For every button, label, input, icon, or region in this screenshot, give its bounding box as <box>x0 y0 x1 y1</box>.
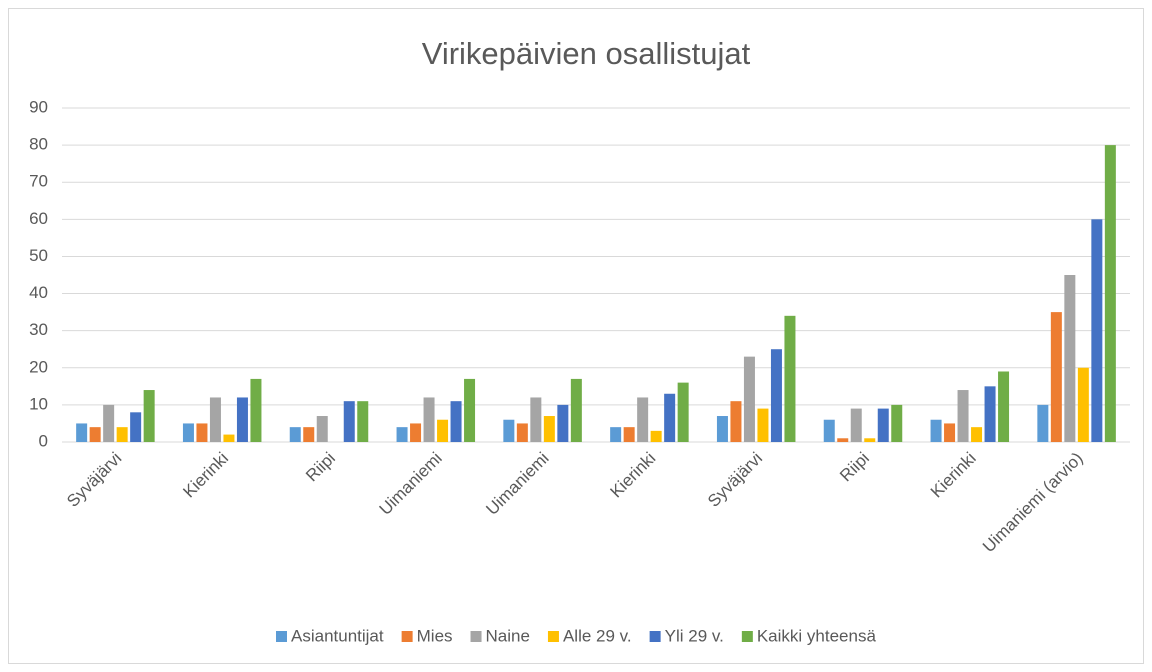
legend-swatch <box>741 631 753 642</box>
legend-item: Alle 29 v. <box>547 626 632 645</box>
bar <box>730 401 742 442</box>
bar <box>716 416 728 442</box>
bar <box>116 427 128 442</box>
bar <box>289 427 301 442</box>
bar <box>850 408 862 442</box>
bar <box>1077 367 1089 442</box>
bar <box>877 408 889 442</box>
legend-item: Naine <box>470 626 530 645</box>
y-tick-label: 10 <box>29 394 48 413</box>
bar <box>1064 275 1076 442</box>
legend-swatch <box>470 631 482 642</box>
legend-swatch <box>401 631 413 642</box>
bar <box>770 349 782 442</box>
bar <box>530 397 542 442</box>
bar <box>223 434 235 442</box>
bar <box>664 393 676 442</box>
y-tick-label: 50 <box>29 246 48 265</box>
bar <box>396 427 408 442</box>
bar <box>677 382 689 442</box>
bar <box>209 397 221 442</box>
y-tick-label: 90 <box>29 97 48 116</box>
bar <box>437 419 449 442</box>
bar <box>784 315 796 442</box>
bar <box>823 419 835 442</box>
bar <box>464 378 476 442</box>
bar <box>410 423 422 442</box>
legend: Asiantuntijat Mies Naine Alle 29 v. Yli 29 v… <box>276 626 876 645</box>
legend-item: Mies <box>401 626 453 645</box>
bar <box>1091 219 1103 442</box>
bar <box>1104 145 1116 442</box>
bar <box>864 438 876 442</box>
legend-item: Kaikki yhteensä <box>741 626 877 645</box>
bar <box>1050 312 1062 442</box>
bar <box>944 423 956 442</box>
legend-swatch <box>276 631 287 642</box>
bar <box>984 386 996 442</box>
bar <box>743 356 755 442</box>
bar <box>450 401 462 442</box>
legend-item: Asiantuntijat <box>276 626 384 645</box>
bar <box>182 423 194 442</box>
bar <box>957 390 969 442</box>
bar <box>89 427 101 442</box>
legend-label: Mies <box>417 626 453 645</box>
bar <box>250 378 262 442</box>
y-tick-label: 70 <box>29 172 48 191</box>
y-tick-label: 30 <box>29 320 48 339</box>
bar <box>971 427 983 442</box>
legend-label: Alle 29 v. <box>563 626 632 645</box>
bar <box>623 427 635 442</box>
legend-swatch <box>547 631 559 642</box>
chart-border <box>8 8 1144 664</box>
bar <box>930 419 942 442</box>
bar <box>103 404 115 442</box>
bar <box>130 412 142 442</box>
y-tick-label: 20 <box>29 357 48 376</box>
y-tick-label: 0 <box>39 431 48 450</box>
y-tick-label: 60 <box>29 209 48 228</box>
legend-label: Naine <box>486 626 530 645</box>
legend-label: Asiantuntijat <box>291 626 384 645</box>
bar <box>557 404 569 442</box>
bar <box>998 371 1010 442</box>
bar <box>543 416 555 442</box>
bar <box>891 404 903 442</box>
legend-label: Yli 29 v. <box>665 626 724 645</box>
bar <box>503 419 515 442</box>
bar <box>423 397 435 442</box>
bar <box>1037 404 1049 442</box>
bar <box>516 423 528 442</box>
bar <box>570 378 582 442</box>
bar <box>637 397 649 442</box>
bar <box>343 401 355 442</box>
bar <box>757 408 769 442</box>
bar <box>650 430 662 442</box>
bar <box>303 427 315 442</box>
chart-title: Virikepäivien osallistujat <box>422 36 751 71</box>
legend-swatch <box>649 631 661 642</box>
bar <box>316 416 328 442</box>
bar <box>76 423 88 442</box>
legend-label: Kaikki yhteensä <box>757 626 877 645</box>
y-tick-label: 40 <box>29 283 48 302</box>
bar <box>143 390 155 442</box>
bar <box>357 401 369 442</box>
bar <box>236 397 248 442</box>
legend-item: Yli 29 v. <box>649 626 724 645</box>
y-tick-label: 80 <box>29 135 48 154</box>
bar <box>837 438 849 442</box>
bar <box>196 423 208 442</box>
bar <box>610 427 622 442</box>
